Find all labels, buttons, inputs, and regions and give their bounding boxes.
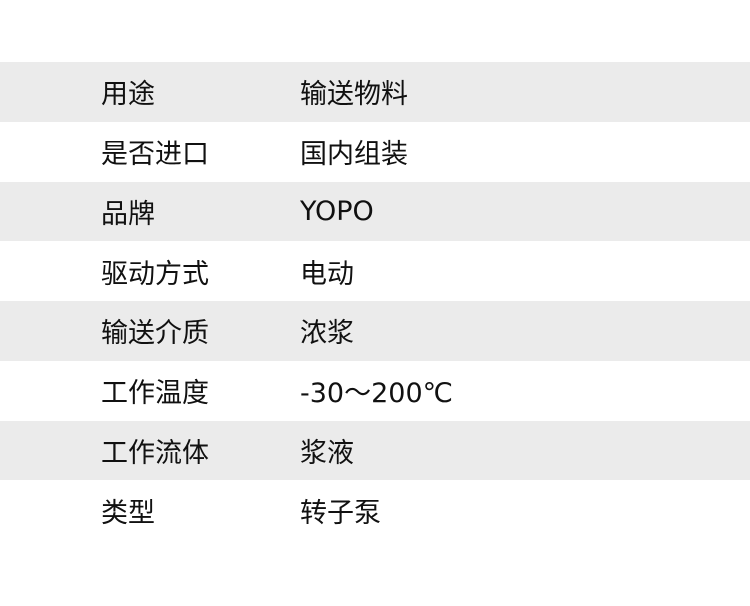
- spec-row: 驱动方式 电动: [0, 241, 750, 301]
- spec-value: 输送物料: [300, 79, 408, 111]
- spec-label: 用途: [101, 79, 155, 111]
- spec-row: 品牌 YOPO: [0, 181, 750, 242]
- spec-row: 工作温度 -30～200℃: [0, 360, 750, 421]
- spec-label: 输送介质: [101, 318, 209, 350]
- spec-row: 工作流体 浆液: [0, 420, 750, 481]
- spec-label: 品牌: [101, 198, 155, 230]
- spec-value: -30～200℃: [300, 378, 453, 410]
- spec-label: 类型: [101, 497, 155, 529]
- spec-label: 工作流体: [101, 437, 209, 469]
- spec-label: 工作温度: [101, 378, 209, 410]
- spec-row: 类型 转子泵: [0, 480, 750, 540]
- spec-row: 输送介质 浓浆: [0, 301, 750, 361]
- spec-value: YOPO: [300, 195, 374, 227]
- spec-table: 用途 输送物料 是否进口 国内组装 品牌 YOPO 驱动方式 电动 输送介质 浓浆 工作温…: [0, 62, 750, 540]
- spec-label: 是否进口: [101, 139, 209, 171]
- spec-row: 是否进口 国内组装: [0, 121, 750, 182]
- spec-value: 浆液: [300, 437, 354, 469]
- spec-value: 浓浆: [300, 318, 354, 350]
- spec-row: 用途 输送物料: [0, 62, 750, 122]
- spec-value: 转子泵: [300, 497, 381, 529]
- spec-label: 驱动方式: [101, 258, 209, 290]
- spec-value: 国内组装: [300, 139, 408, 171]
- spec-value: 电动: [300, 258, 354, 290]
